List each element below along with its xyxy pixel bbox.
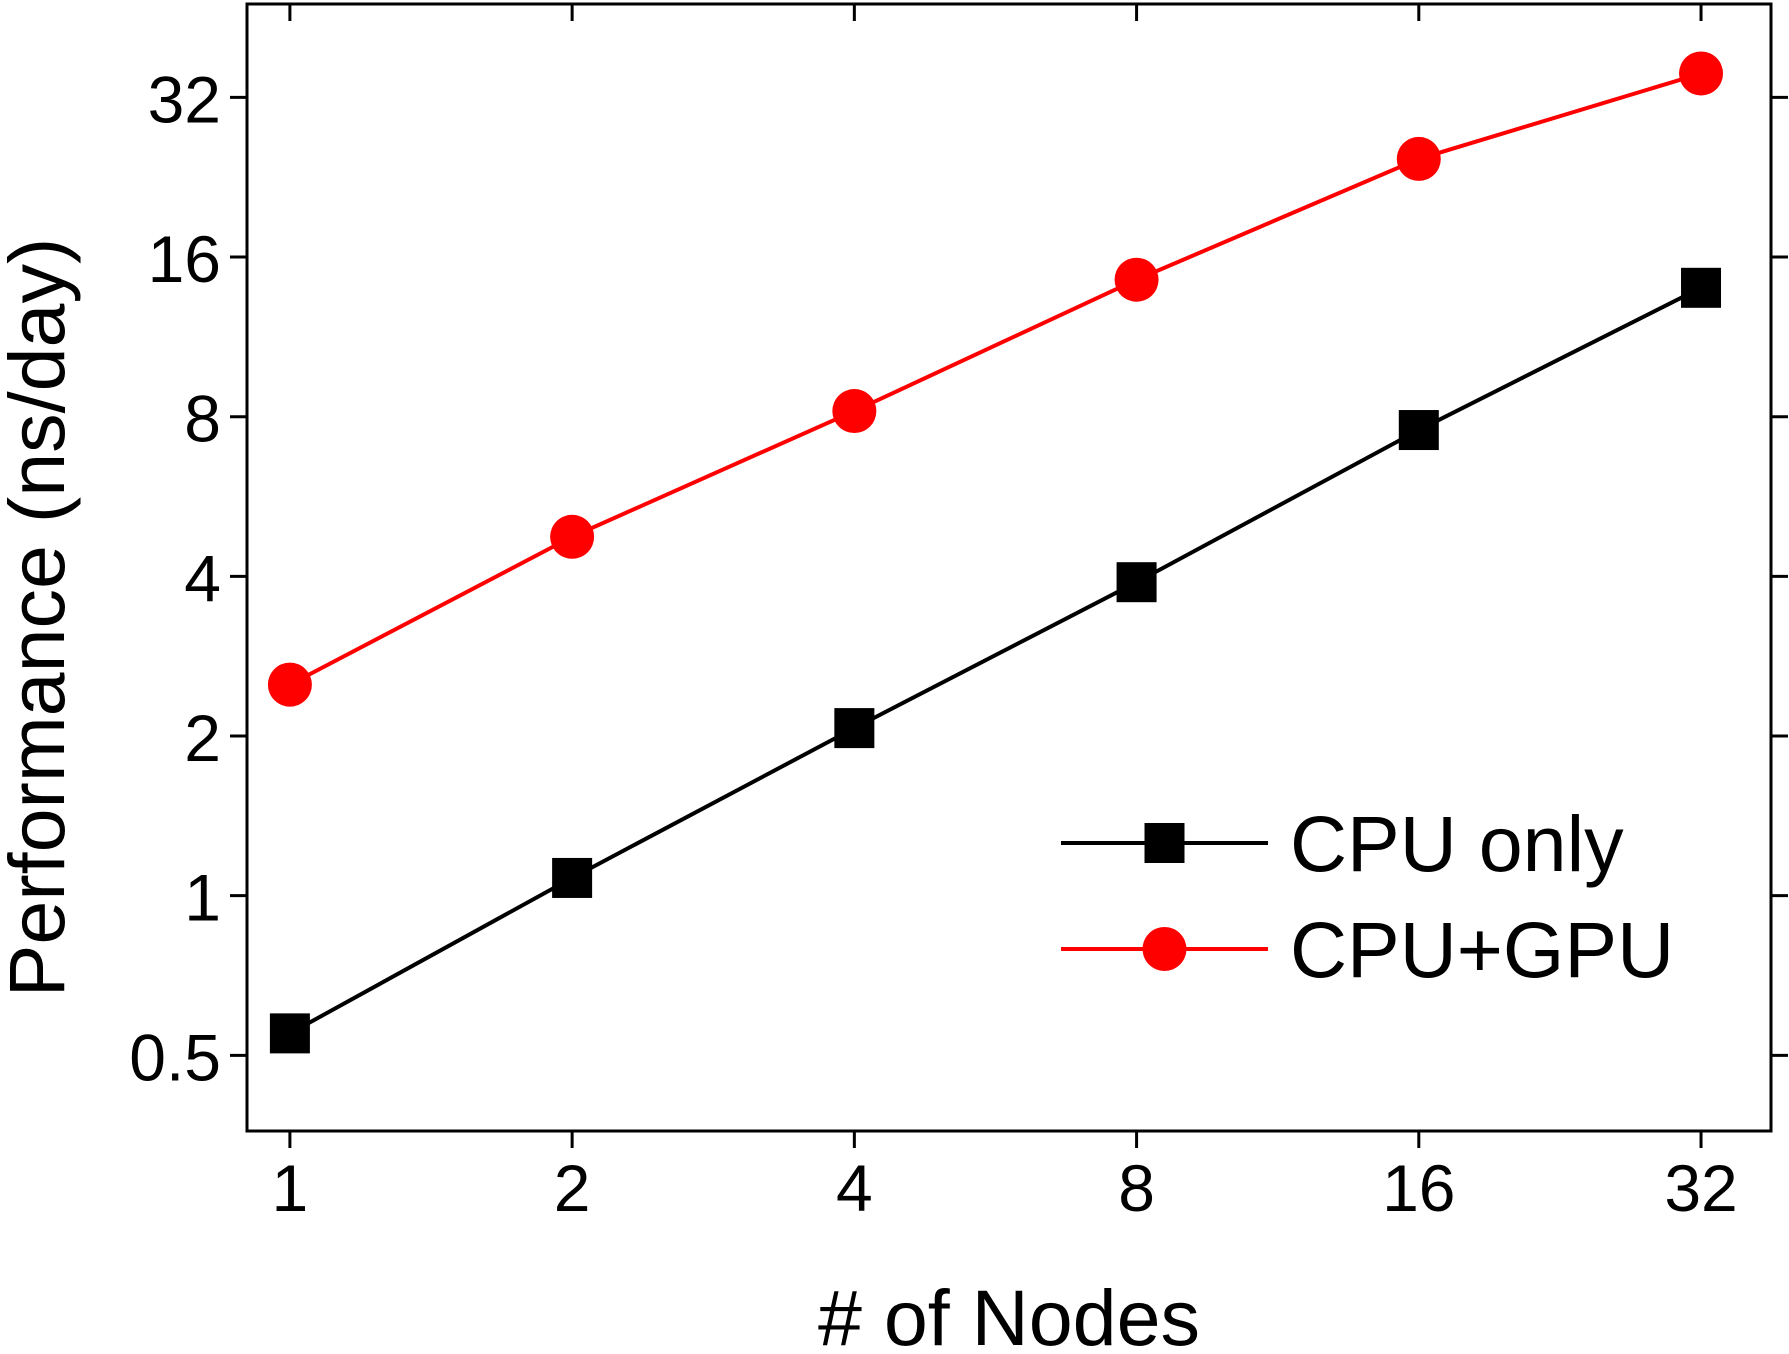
y-axis-ticks: 0.5 1 2 4 8 16 32 — [129, 62, 1788, 1094]
legend: CPU only CPU+GPU — [1061, 799, 1674, 994]
y-tick-label: 16 — [148, 222, 221, 296]
y-tick-label: 2 — [184, 701, 221, 775]
y-tick-label: 8 — [184, 382, 221, 456]
x-axis-ticks: 1 2 4 8 16 32 — [272, 4, 1738, 1225]
x-tick-label: 16 — [1382, 1151, 1455, 1225]
data-point-square — [269, 1013, 310, 1054]
legend-label-1: CPU only — [1290, 799, 1624, 888]
plot-area-frame — [245, 2, 1773, 1133]
x-axis-label: # of Nodes — [818, 1273, 1200, 1349]
data-point-square — [1398, 410, 1439, 451]
x-tick-label: 1 — [272, 1151, 309, 1225]
x-tick-label: 32 — [1664, 1151, 1737, 1225]
x-tick-label: 8 — [1118, 1151, 1155, 1225]
y-axis-label: Performance (ns/day) — [0, 238, 81, 998]
data-point-square — [834, 708, 875, 749]
data-point-square — [1116, 562, 1157, 603]
data-point-square — [1681, 267, 1722, 308]
data-point-circle — [1396, 136, 1441, 181]
data-point-square — [552, 857, 593, 898]
data-point-circle — [832, 389, 877, 434]
data-point-circle — [1114, 257, 1159, 302]
series-line-2 — [288, 71, 1702, 687]
x-tick-label: 2 — [554, 1151, 591, 1225]
y-tick-label: 0.5 — [129, 1020, 221, 1094]
x-tick-label: 4 — [836, 1151, 873, 1225]
y-tick-label: 4 — [184, 541, 221, 615]
legend-label-2: CPU+GPU — [1290, 905, 1674, 994]
data-point-circle — [267, 662, 312, 707]
data-point-circle — [1679, 51, 1724, 96]
series-layer — [267, 51, 1724, 1054]
legend-marker-circle — [1142, 927, 1187, 971]
data-point-circle — [550, 514, 595, 559]
y-tick-label: 1 — [184, 861, 221, 935]
series-line-1 — [288, 286, 1702, 1036]
legend-marker-square — [1144, 823, 1185, 863]
y-tick-label: 32 — [148, 62, 221, 136]
